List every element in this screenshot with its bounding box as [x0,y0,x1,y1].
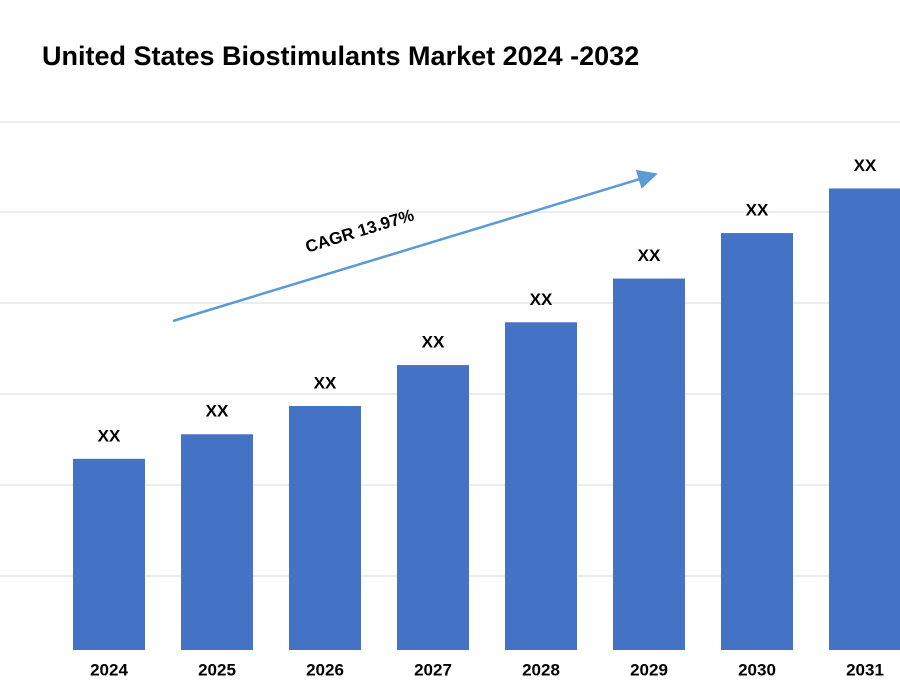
chart-title: United States Biostimulants Market 2024 … [42,41,639,71]
x-tick-label: 2031 [846,660,884,679]
trend-arrow [172,169,658,323]
value-label: XX [314,374,337,393]
x-tick-label: 2030 [738,660,776,679]
value-label: XX [854,156,877,175]
value-label: XX [206,402,229,421]
value-label: XX [422,333,445,352]
value-label: XX [530,290,553,309]
x-tick-label: 2024 [90,660,128,679]
cagr-annotation: CAGR 13.97% [303,206,416,257]
x-tick-label: 2029 [630,660,668,679]
x-tick-label: 2025 [198,660,236,679]
bar [505,322,577,650]
value-label: XX [746,201,769,220]
x-tick-label: 2027 [414,660,452,679]
bar [829,188,900,650]
bar [181,434,253,650]
value-label: XX [98,426,121,445]
value-label: XX [638,246,661,265]
bar [73,458,145,650]
bar [397,365,469,650]
bar [721,233,793,650]
x-tick-label: 2028 [522,660,560,679]
bar [289,406,361,650]
x-tick-label: 2026 [306,660,344,679]
bar [613,278,685,650]
